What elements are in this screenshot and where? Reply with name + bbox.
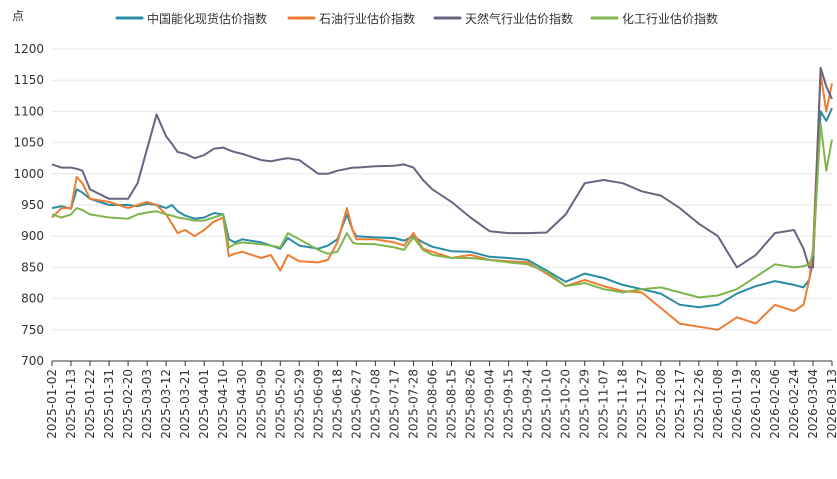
y-tick-label: 800 [21, 292, 44, 306]
y-tick-label: 850 [21, 260, 44, 274]
x-tick-label: 2026-01-28 [749, 369, 763, 439]
legend-label: 中国能化现货估价指数 [147, 11, 267, 26]
x-tick-label: 2025-03-03 [140, 369, 154, 439]
y-axis: 700 750 800 850 900 950 1000 1050 1100 1150 1200 [13, 42, 44, 368]
x-tick-label: 2025-01-22 [83, 369, 97, 439]
x-tick-label: 2025-11-18 [616, 369, 630, 439]
x-tick-label: 2025-03-21 [178, 369, 192, 439]
x-tick-label: 2025-09-04 [483, 369, 497, 439]
legend-label: 石油行业估价指数 [319, 11, 415, 26]
x-tick-label: 2025-12-08 [654, 369, 668, 439]
x-tick-label: 2026-01-19 [730, 369, 744, 439]
y-tick-label: 700 [21, 354, 44, 368]
x-tick-label: 2025-06-09 [311, 369, 325, 439]
y-tick-label: 950 [21, 198, 44, 212]
x-tick-label: 2026-03-13 [825, 369, 837, 439]
x-tick-label: 2025-12-26 [692, 369, 706, 439]
x-tick-label: 2025-01-31 [102, 369, 116, 439]
legend-item-3[interactable]: 天然气行业估价指数 [433, 11, 573, 26]
x-tick-label: 2025-06-18 [330, 369, 344, 439]
x-tick-label: 2025-04-30 [235, 369, 249, 439]
y-tick-label: 900 [21, 229, 44, 243]
y-tick-label: 1000 [13, 167, 44, 181]
y-tick-label: 1050 [13, 136, 44, 150]
x-tick-label: 2025-10-29 [578, 369, 592, 439]
y-unit-label: 点 [12, 9, 24, 23]
grid-lines [52, 48, 832, 362]
series-line-2 [51, 73, 833, 331]
y-tick-label: 1200 [13, 42, 44, 56]
x-tick-label: 2025-08-06 [425, 369, 439, 439]
series-line-3 [51, 66, 833, 269]
legend-item-2[interactable]: 石油行业估价指数 [287, 11, 415, 26]
legend-label: 天然气行业估价指数 [465, 11, 573, 26]
x-tick-label: 2025-12-17 [673, 369, 687, 439]
y-tick-label: 1150 [13, 73, 44, 87]
x-tick-label: 2025-01-13 [64, 369, 78, 439]
x-tick-label: 2025-04-10 [216, 369, 230, 439]
x-tick-label: 2025-05-20 [273, 369, 287, 439]
x-tick-label: 2025-02-20 [121, 369, 135, 439]
legend: 中国能化现货估价指数 石油行业估价指数 天然气行业估价指数 化工行业估价指数 [115, 11, 718, 26]
legend-item-4[interactable]: 化工行业估价指数 [590, 11, 718, 26]
x-tick-label: 2025-10-20 [559, 369, 573, 439]
x-tick-label: 2025-08-26 [464, 369, 478, 439]
y-tick-label: 1100 [13, 104, 44, 118]
x-tick-label: 2025-08-15 [445, 369, 459, 439]
legend-label: 化工行业估价指数 [622, 11, 718, 26]
x-tick-label: 2025-11-07 [597, 369, 611, 439]
x-tick-label: 2026-01-08 [711, 369, 725, 439]
x-tick-label: 2025-07-17 [387, 369, 401, 439]
series-lines [51, 66, 833, 331]
x-tick-label: 2025-03-12 [159, 369, 173, 439]
x-axis: 2025-01-02 2025-01-13 2025-01-22 2025-01-31… [45, 360, 837, 439]
x-tick-label: 2026-02-06 [768, 369, 782, 439]
series-line-4 [51, 122, 833, 299]
series-line-1 [51, 107, 833, 309]
x-tick-label: 2025-05-09 [254, 369, 268, 439]
x-tick-label: 2025-09-24 [521, 369, 535, 439]
x-tick-label: 2025-06-27 [349, 369, 363, 439]
x-tick-label: 2025-07-28 [406, 369, 420, 439]
x-tick-label: 2025-09-15 [502, 369, 516, 439]
legend-item-1[interactable]: 中国能化现货估价指数 [115, 11, 267, 26]
x-tick-label: 2025-07-08 [368, 369, 382, 439]
x-tick-label: 2025-11-27 [635, 369, 649, 439]
x-tick-label: 2026-03-04 [806, 369, 820, 439]
x-tick-label: 2025-01-02 [45, 369, 59, 439]
x-tick-label: 2025-04-01 [197, 369, 211, 439]
x-tick-label: 2025-10-10 [540, 369, 554, 439]
x-tick-label: 2026-02-24 [787, 369, 801, 439]
x-tick-label: 2025-05-29 [292, 369, 306, 439]
y-tick-label: 750 [21, 323, 44, 337]
